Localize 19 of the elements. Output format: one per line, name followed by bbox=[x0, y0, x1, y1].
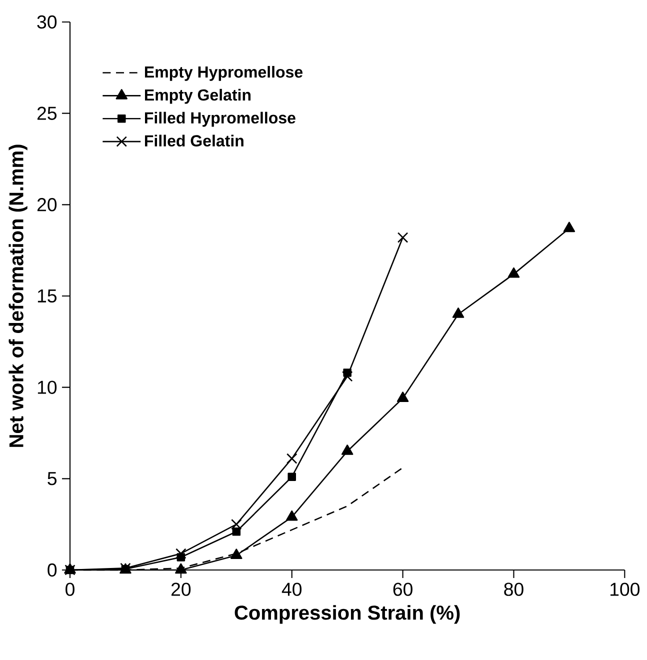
x-tick-label: 20 bbox=[171, 582, 191, 596]
y-tick-label: 30 bbox=[37, 15, 57, 29]
x-tick-label: 80 bbox=[504, 582, 524, 596]
legend-label: Empty Hypromellose bbox=[145, 66, 303, 81]
x-tick-label: 60 bbox=[393, 582, 412, 596]
legend-label: Filled Gelatin bbox=[145, 134, 244, 146]
y-tick-label: 25 bbox=[37, 106, 56, 120]
y-tick-label: 15 bbox=[38, 289, 56, 303]
x-axis-title: Compression Strain (%) bbox=[234, 605, 460, 624]
y-tick-label: 5 bbox=[48, 472, 57, 486]
x-tick-label: 40 bbox=[282, 582, 302, 596]
legend-label: Empty Gelatin bbox=[145, 88, 251, 104]
legend-label: Filled Hypromellose bbox=[145, 112, 296, 127]
y-tick-label: 20 bbox=[37, 198, 57, 212]
y-tick-label: 10 bbox=[38, 380, 57, 394]
x-tick-label: 100 bbox=[610, 582, 640, 596]
x-tick-label: 0 bbox=[66, 582, 74, 596]
y-tick-label: 0 bbox=[48, 563, 57, 577]
y-axis-title: Net work of deformation (N.mm) bbox=[8, 144, 28, 447]
